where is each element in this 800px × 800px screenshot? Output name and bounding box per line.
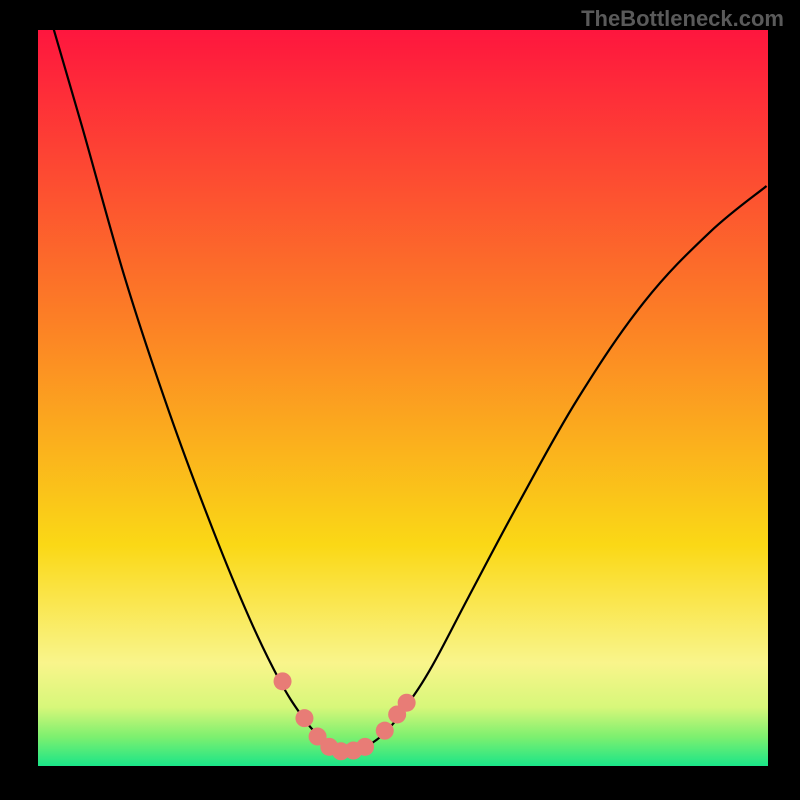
watermark-text: TheBottleneck.com xyxy=(581,6,784,32)
bottleneck-curve xyxy=(38,30,768,766)
curve-marker xyxy=(398,694,416,712)
curve-marker xyxy=(356,738,374,756)
curve-marker xyxy=(295,709,313,727)
curve-path xyxy=(47,8,766,751)
plot-area xyxy=(38,30,768,766)
chart-frame: TheBottleneck.com xyxy=(0,0,800,800)
curve-marker xyxy=(274,672,292,690)
curve-marker xyxy=(376,722,394,740)
